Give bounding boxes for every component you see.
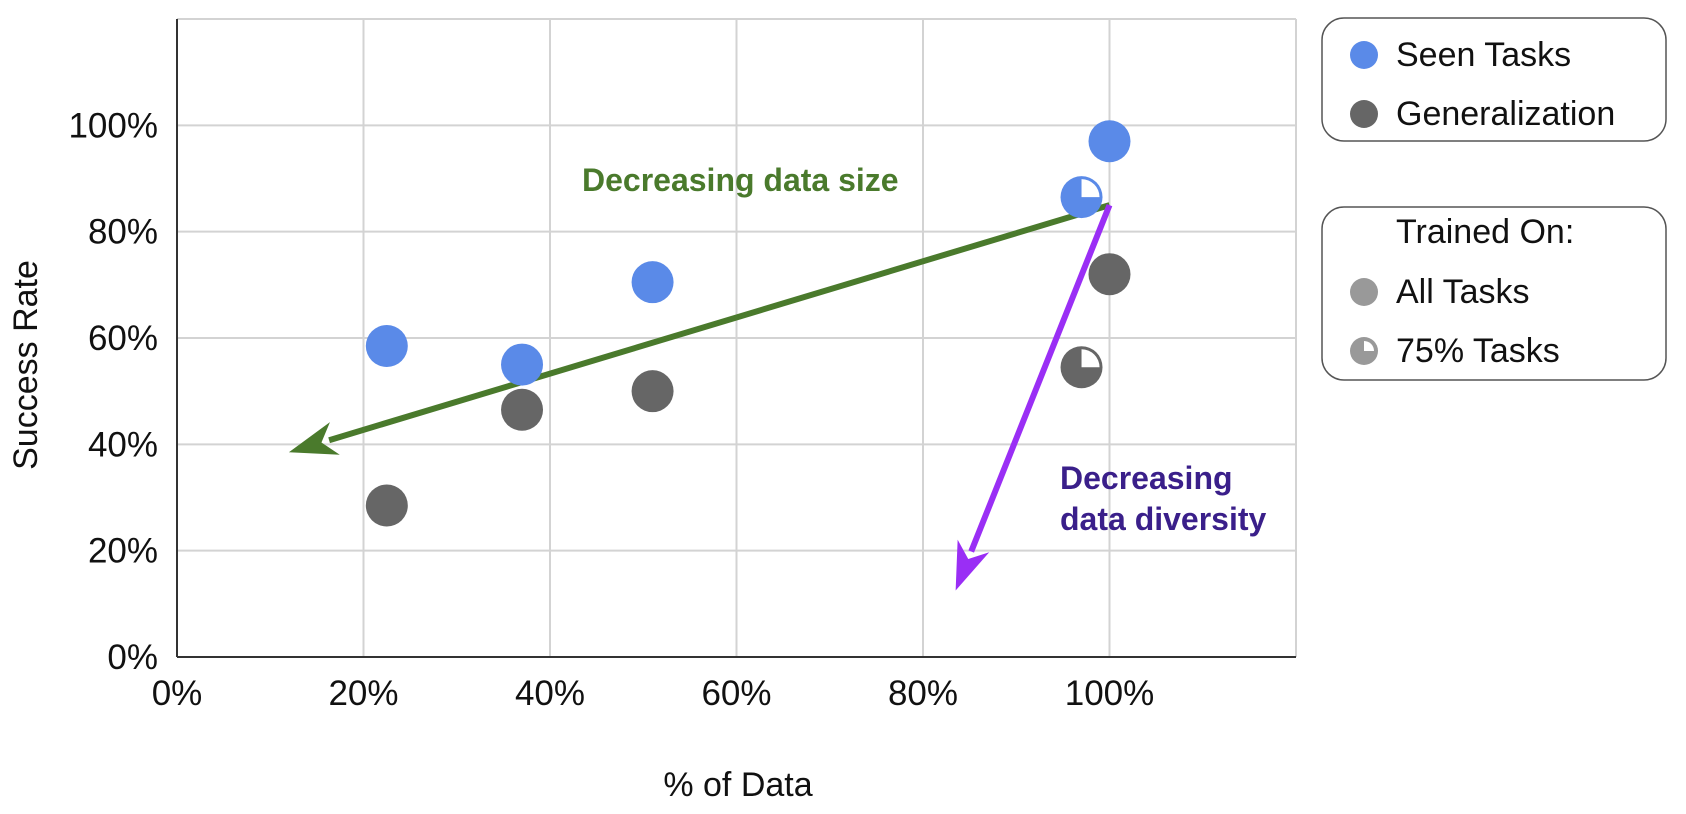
legend-all-tasks-label: All Tasks [1396,273,1530,311]
y-tick-label: 20% [88,532,158,571]
legend-75-tasks-label: 75% Tasks [1396,332,1560,370]
legend-seen-tasks-marker [1350,41,1378,69]
legend-generalization-marker [1350,100,1378,128]
x-axis-label: % of Data [663,766,812,804]
generalization-point [501,388,544,431]
annotation-data-diversity-line1: Decreasing [1060,460,1233,496]
x-tick-labels: 0% 20% 40% 60% 80% 100% [152,674,1155,713]
seen-tasks-point [1088,120,1131,163]
legend-trained-box [1321,206,1667,381]
annotation-data-size: Decreasing data size [582,162,899,198]
arrow-data-size-shaft [328,202,1111,444]
y-tick-label: 100% [68,106,158,145]
x-tick-label: 80% [888,674,958,713]
generalization-point [1060,346,1103,389]
legend-series: Seen Tasks Generalization [1321,17,1667,142]
y-axis-label: Success Rate [7,260,45,470]
seen-tasks-point [501,343,544,386]
legend-trained-on: Trained On: All Tasks 75% Tasks [1321,206,1667,381]
y-tick-label: 60% [88,319,158,358]
y-tick-labels: 0% 20% 40% 60% 80% 100% [68,106,158,677]
legend-seen-tasks-label: Seen Tasks [1396,36,1571,74]
legend-series-box [1321,17,1667,142]
generalization-point [365,484,408,527]
seen-tasks-point [1060,176,1103,219]
x-tick-label: 40% [515,674,585,713]
x-tick-label: 0% [152,674,203,713]
legend-trained-title: Trained On: [1396,213,1574,251]
x-tick-label: 100% [1065,674,1155,713]
arrow-data-diversity-shaft [968,203,1113,553]
y-tick-label: 0% [107,638,158,677]
data-points [365,120,1131,527]
legend-all-tasks-marker [1350,278,1378,306]
legend-75-tasks-marker [1350,337,1378,365]
annotation-arrows [288,202,1113,591]
generalization-point [1088,253,1131,296]
arrow-data-size-head [288,422,340,455]
y-tick-label: 40% [88,425,158,464]
generalization-point [631,370,674,413]
y-tick-label: 80% [88,213,158,252]
axes [176,19,1296,658]
grid [177,18,1297,657]
arrow-data-diversity-head [955,539,990,591]
seen-tasks-point [365,324,408,367]
x-tick-label: 60% [701,674,771,713]
x-tick-label: 20% [328,674,398,713]
annotation-data-diversity-line2: data diversity [1060,501,1267,537]
seen-tasks-point [631,261,674,304]
legend-generalization-label: Generalization [1396,95,1615,133]
